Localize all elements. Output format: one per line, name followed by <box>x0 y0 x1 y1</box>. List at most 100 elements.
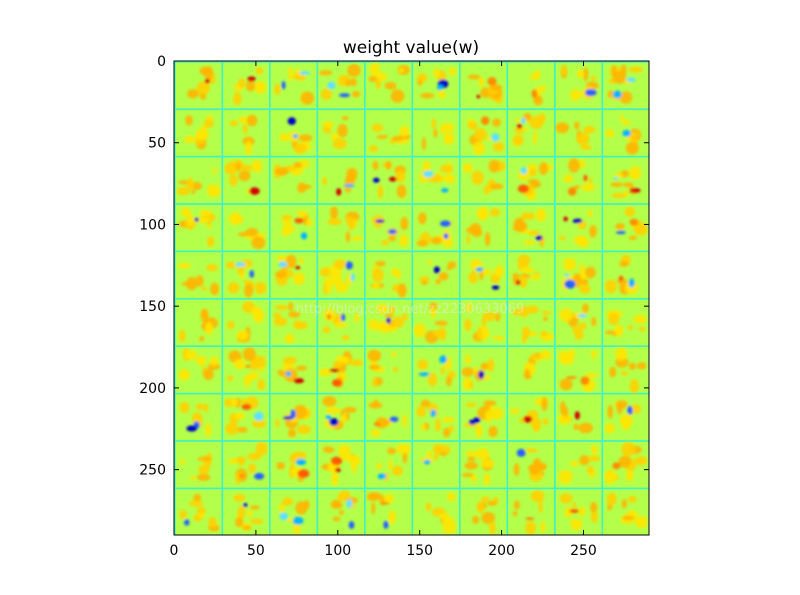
heatmap-tile <box>603 441 649 488</box>
heatmap-tile <box>318 347 364 393</box>
axes-frame <box>173 60 650 536</box>
heatmap-tile <box>460 62 507 109</box>
y-tick-label: 100 <box>139 217 166 233</box>
heatmap-tile <box>175 62 222 109</box>
heatmap-tile <box>413 204 459 251</box>
heatmap-tile <box>223 299 269 346</box>
watermark-text: http://blog.csdn.net/zz2230633069 <box>296 302 525 317</box>
heatmap-tile <box>603 204 649 251</box>
heatmap-tile <box>555 252 602 298</box>
heatmap-tile <box>365 489 412 535</box>
y-tick-label: 200 <box>139 381 166 397</box>
heatmap-tile <box>508 204 554 251</box>
heatmap-tile <box>413 441 459 488</box>
heatmap-tile <box>555 110 602 156</box>
heatmap-tile <box>175 252 222 298</box>
x-tick-label: 50 <box>247 543 265 559</box>
heatmap-tile <box>460 347 507 393</box>
heatmap-tile <box>603 62 649 109</box>
heatmap-tile <box>270 110 317 156</box>
heatmap-tile <box>365 62 412 109</box>
heatmap-tile <box>460 489 507 535</box>
y-axis: 0 50 100 150 200 250 <box>139 54 649 479</box>
heatmap-tile <box>555 347 602 393</box>
heatmap-tile <box>223 394 269 441</box>
heatmap-tile <box>365 441 412 488</box>
heatmap-tile <box>413 157 459 204</box>
heatmap-tile <box>175 204 222 251</box>
heatmap-tile <box>508 62 554 109</box>
heatmap-tile <box>555 441 602 488</box>
heatmap-tile <box>318 252 364 298</box>
heatmap-tile <box>413 299 459 346</box>
heatmap-tile <box>223 347 269 393</box>
heatmap-tile <box>270 204 317 251</box>
y-tick-label: 0 <box>157 54 166 70</box>
x-tick-label: 150 <box>406 543 433 559</box>
heatmap-tile <box>175 347 222 393</box>
heatmap-tile <box>175 441 222 488</box>
heatmap-tile <box>223 441 269 488</box>
heatmap-tile <box>318 157 364 204</box>
x-tick-label: 100 <box>324 543 351 559</box>
heatmap-tile <box>270 394 317 441</box>
heatmap-tile <box>508 347 554 393</box>
heatmap-tile <box>460 157 507 204</box>
heatmap-tile <box>318 394 364 441</box>
heatmap-tile <box>223 157 269 204</box>
heatmap-tile <box>413 394 459 441</box>
heatmap-tile <box>603 489 649 535</box>
heatmap-tile <box>508 394 554 441</box>
heatmap-tile <box>413 489 459 535</box>
heatmap-tile <box>555 62 602 109</box>
heatmap-tile <box>460 110 507 156</box>
heatmap-tile <box>365 394 412 441</box>
x-tick-label: 0 <box>170 543 179 559</box>
heatmap-tile <box>318 299 364 346</box>
chart-title: weight value(w) <box>343 38 479 58</box>
heatmap-tile <box>223 489 269 535</box>
heatmap-tile <box>270 441 317 488</box>
heatmap-tile <box>603 347 649 394</box>
heatmap-tile <box>223 252 269 298</box>
heatmap-tile <box>175 157 222 204</box>
heatmap-tile <box>365 157 412 204</box>
heatmap-tile <box>318 110 364 156</box>
heatmap-tile <box>603 299 649 346</box>
y-tick-label: 250 <box>139 463 166 479</box>
heatmap-tile <box>555 204 602 251</box>
heatmap-tile <box>270 252 317 298</box>
heatmap-tile <box>270 299 317 346</box>
plot-area <box>173 60 650 536</box>
heatmap-tile <box>413 347 459 393</box>
heatmap-tile <box>508 157 554 204</box>
y-tick-label: 50 <box>148 136 166 152</box>
heatmap-tile <box>460 394 507 441</box>
heatmap-tile <box>555 489 602 535</box>
heatmap-tile <box>365 299 412 346</box>
heatmap-tile <box>175 110 222 156</box>
heatmap-tile <box>175 299 222 346</box>
heatmap-tile <box>223 110 269 156</box>
heatmap-tile <box>603 110 649 156</box>
heatmap-tile <box>555 157 602 204</box>
heatmap-tile <box>555 394 602 441</box>
heatmap-tile <box>223 204 269 251</box>
heatmap-tile <box>413 62 459 109</box>
heatmap-tile <box>508 299 554 346</box>
heatmap-tile <box>365 347 412 393</box>
x-tick-label: 250 <box>570 543 597 559</box>
heatmap-tile <box>270 489 317 535</box>
heatmap-tile <box>460 299 507 346</box>
heatmap-tile <box>270 157 317 204</box>
heatmap-tile <box>318 489 364 535</box>
heatmap-tile <box>508 252 554 298</box>
heatmap-tile <box>508 441 554 488</box>
heatmap-tile <box>460 204 507 251</box>
heatmap-tile <box>365 110 412 156</box>
heatmap-tile <box>460 252 507 298</box>
heatmap-tile <box>175 489 222 535</box>
x-axis: 0 50 100 150 200 250 <box>170 61 597 559</box>
heatmap-tile <box>413 110 459 156</box>
